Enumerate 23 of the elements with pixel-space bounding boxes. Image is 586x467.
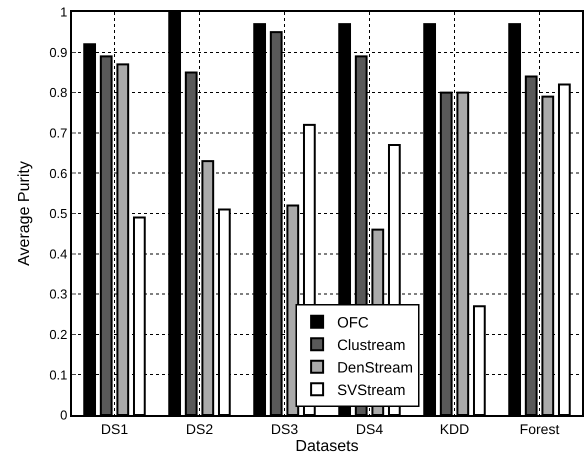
legend-label: OFC [337,314,369,332]
y-tick-label: 0.7 [49,125,68,140]
x-tick-label: DS4 [356,420,384,437]
x-tick-label: Forest [520,420,560,437]
y-tick-label: 0.6 [49,166,68,181]
y-tick-label: 0.9 [49,44,68,60]
y-tick-label: 0.3 [49,286,68,302]
y-axis-title: Average Purity [16,161,33,266]
legend-label: DenStream [337,360,413,377]
legend-label: Clustream [337,337,406,354]
x-tick-label: KDD [440,420,470,437]
x-tick-label: DS2 [186,420,214,437]
x-tick-label: DS1 [100,420,128,437]
y-tick-label: 0.4 [49,246,68,262]
y-tick-label: 0.2 [49,326,68,342]
y-tick-label: 0.5 [49,206,68,222]
y-tick-label: 0.8 [49,85,68,100]
y-tick-label: 0.1 [49,367,68,382]
y-tick-label: 0 [60,408,68,423]
y-tick-label: 1 [60,4,68,20]
x-tick-label: DS3 [270,420,298,437]
legend-label: SVStream [337,382,406,400]
x-axis-title: Datasets [295,438,359,455]
